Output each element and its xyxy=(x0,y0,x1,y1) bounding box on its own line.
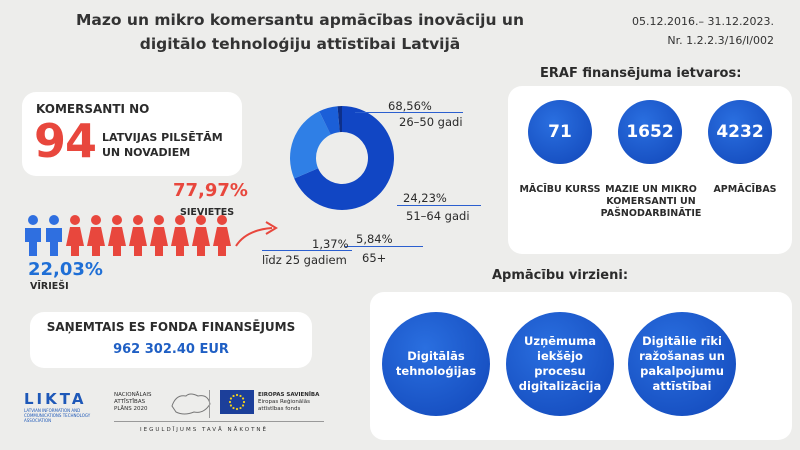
label-line-2 xyxy=(397,205,481,206)
project-meta: 05.12.2016.– 31.12.2023. Nr. 1.2.2.3/16/… xyxy=(632,12,774,50)
age-pct-4: 1,37% xyxy=(312,237,349,251)
komersanti-number: 94 xyxy=(34,114,97,168)
eraf-companies-caption: MAZIE UN MIKRO KOMERSANTI UN PAŠNODARBIN… xyxy=(600,184,702,219)
female-label: SIEVIETES xyxy=(180,207,235,218)
eu-star xyxy=(239,394,242,398)
female-person-icon xyxy=(129,215,147,256)
eu-star xyxy=(232,406,235,410)
label-line-1 xyxy=(355,112,463,113)
label-line-3 xyxy=(345,246,423,247)
eraf-card: 71 MĀCĪBU KURSS 1652 MAZIE UN MIKRO KOME… xyxy=(508,86,792,254)
eraf-courses-bubble: 71 xyxy=(528,100,592,164)
donut-slice-4 xyxy=(337,106,342,133)
eraf-title: ERAF finansējuma ietvaros: xyxy=(540,66,742,81)
age-label-4: līdz 25 gadiem xyxy=(262,253,347,267)
donut-slice-1 xyxy=(294,106,394,210)
age-pct-3: 5,84% xyxy=(356,232,393,246)
nap-line-2: ATTĪSTĪBAS xyxy=(114,399,146,405)
komersanti-sub-line-2: UN NOVADIEM xyxy=(102,146,191,159)
eu-star xyxy=(241,404,245,407)
komersanti-sub-line-1: LATVIJAS PILSĒTĀM xyxy=(102,131,223,144)
donut-slice-2 xyxy=(290,111,331,179)
eu-logo-text: EIROPAS SAVIENĪBA Eiropas Reģionālās att… xyxy=(258,392,319,413)
funding-value: 962 302.40 EUR xyxy=(113,342,229,357)
age-label-3: 65+ xyxy=(362,251,387,265)
female-person-icon xyxy=(66,215,84,256)
directions-card: Digitālās tehnoloģijas Uzņēmuma iekšējo … xyxy=(370,292,792,440)
likta-logo-subtitle: LATVIAN INFORMATION AND COMMUNICATIONS T… xyxy=(24,408,91,423)
direction-3: Digitālie rīki ražošanas un pakalpojumu … xyxy=(628,312,736,416)
donut-slice-3 xyxy=(319,106,340,135)
eu-star xyxy=(242,400,246,404)
title-line-1: Mazo un mikro komersantu apmācības inovā… xyxy=(75,11,524,29)
page-title: Mazo un mikro komersantu apmācības inovā… xyxy=(20,8,580,56)
female-person-icon xyxy=(150,215,168,256)
eu-star xyxy=(228,400,232,404)
komersanti-sub: LATVIJAS PILSĒTĀM UN NOVADIEM xyxy=(102,130,242,160)
male-person-icon xyxy=(25,215,41,256)
label-line-4 xyxy=(262,250,352,251)
logo-divider xyxy=(209,390,210,418)
age-donut-chart xyxy=(290,106,394,210)
male-label: VĪRIEŠI xyxy=(30,281,69,292)
arrow-icon xyxy=(235,221,278,247)
eu-star xyxy=(235,393,239,397)
footer-divider xyxy=(114,421,324,422)
eu-line-2: Eiropas Reģionālās xyxy=(258,399,310,405)
age-pct-2: 24,23% xyxy=(403,191,447,205)
eu-star xyxy=(235,407,239,411)
footer-motto: IEGULDĪJUMS TAVĀ NĀKOTNĒ xyxy=(140,427,269,433)
age-pct-1: 68,56% xyxy=(388,99,432,113)
eraf-trainings-bubble: 4232 xyxy=(708,100,772,164)
female-person-icon xyxy=(108,215,126,256)
eu-star xyxy=(232,394,235,398)
nap-line-3: PLĀNS 2020 xyxy=(114,406,148,412)
female-person-icon xyxy=(87,215,105,256)
direction-1: Digitālās tehnoloģijas xyxy=(382,312,490,416)
eu-star xyxy=(239,406,242,410)
project-period: 05.12.2016.– 31.12.2023. xyxy=(632,15,774,28)
people-icons xyxy=(25,215,231,256)
age-label-1: 26–50 gadi xyxy=(399,115,463,129)
likta-logo: LIKTA xyxy=(24,390,87,408)
nap-logo-text: NACIONĀLAIS ATTĪSTĪBAS PLĀNS 2020 xyxy=(114,392,174,413)
eraf-trainings-caption: APMĀCĪBAS xyxy=(713,184,777,195)
male-percent: 22,03% xyxy=(28,259,103,280)
male-person-icon xyxy=(46,215,62,256)
directions-title: Apmācību virzieni: xyxy=(492,268,629,283)
eraf-courses-caption: MĀCĪBU KURSS xyxy=(519,184,601,195)
nap-line-1: NACIONĀLAIS xyxy=(114,392,152,398)
age-label-2: 51–64 gadi xyxy=(406,209,470,223)
eu-star xyxy=(229,404,233,407)
eraf-companies-bubble: 1652 xyxy=(618,100,682,164)
komersanti-label: KOMERSANTI NO xyxy=(36,102,150,116)
funding-card: SAŅEMTAIS ES FONDA FINANSĒJUMS 962 302.4… xyxy=(30,312,312,368)
eu-line-1: EIROPAS SAVIENĪBA xyxy=(258,392,320,398)
eu-line-3: attīstības fonds xyxy=(258,406,301,412)
latvia-map-icon xyxy=(171,393,211,415)
eu-star xyxy=(241,397,245,400)
eu-flag-icon xyxy=(220,390,254,414)
female-person-icon xyxy=(171,215,189,256)
funding-label: SAŅEMTAIS ES FONDA FINANSĒJUMS xyxy=(46,320,296,334)
title-line-2: digitālo tehnoloģiju attīstībai Latvijā xyxy=(139,35,461,53)
female-percent: 77,97% xyxy=(173,180,248,201)
project-number: Nr. 1.2.2.3/16/I/002 xyxy=(667,34,774,47)
female-person-icon xyxy=(213,215,231,256)
female-person-icon xyxy=(192,215,210,256)
direction-2: Uzņēmuma iekšējo procesu digitalizācija xyxy=(506,312,614,416)
komersanti-card: KOMERSANTI NO 94 LATVIJAS PILSĒTĀM UN NO… xyxy=(22,92,242,176)
eu-star xyxy=(229,397,233,400)
